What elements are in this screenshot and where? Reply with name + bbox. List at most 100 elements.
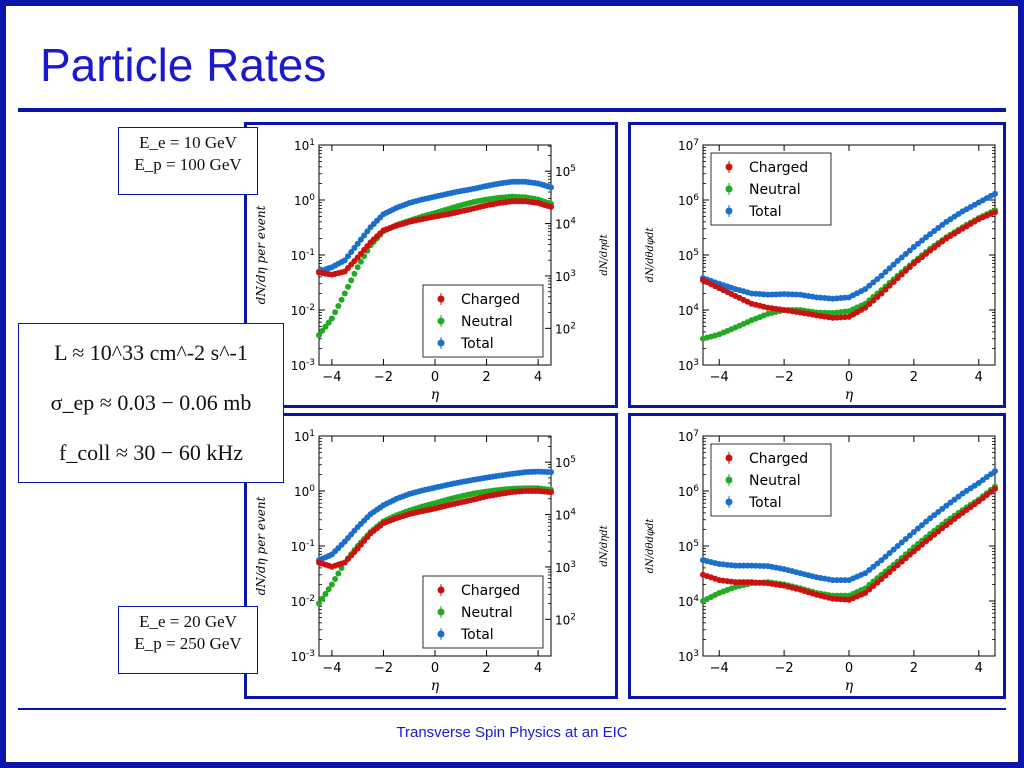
data-point	[874, 579, 881, 586]
x-tick-label: −4	[322, 370, 341, 385]
data-point	[992, 190, 998, 197]
data-point	[364, 228, 371, 235]
data-point	[886, 282, 893, 289]
data-point	[902, 267, 909, 274]
data-point	[975, 498, 982, 505]
data-point	[931, 512, 938, 519]
legend-marker	[437, 586, 445, 594]
legend-label: Total	[748, 204, 782, 220]
data-point	[882, 572, 889, 579]
data-point	[882, 553, 889, 560]
y-tick-label: 104	[678, 594, 699, 609]
x-tick-label: 4	[975, 370, 983, 385]
data-point	[361, 232, 368, 239]
y-right-axis-label: dN/dηdt	[599, 233, 610, 275]
data-point	[548, 184, 554, 191]
y-right-tick-label: 104	[555, 508, 576, 523]
data-point	[910, 243, 917, 250]
legend: Charged Neutral Total	[710, 443, 832, 517]
y-right-tick-label: 102	[555, 612, 576, 627]
y-tick-label: 106	[678, 193, 699, 208]
y-tick-label: 10-2	[291, 594, 315, 609]
legend-marker	[725, 476, 733, 484]
y-tick-label: 100	[294, 193, 315, 208]
chart-panel-bottom-right: −4 −2 0 2 4 η 103 104 105 106 107 dN/dθdφdt Charged N…	[628, 413, 1006, 699]
data-point	[866, 566, 873, 573]
legend-marker	[437, 608, 445, 616]
y-tick-label: 107	[678, 138, 699, 153]
slide-title: Particle Rates	[40, 39, 327, 91]
data-point	[898, 539, 905, 546]
x-tick-label: −2	[775, 661, 794, 676]
data-point	[866, 586, 873, 593]
y-tick-label: 103	[678, 358, 699, 373]
x-tick-label: 2	[910, 661, 918, 676]
footer-divider	[18, 708, 1006, 710]
x-tick-label: 4	[975, 661, 983, 676]
y-tick-label: 105	[678, 539, 699, 554]
data-point	[882, 286, 889, 293]
y-right-axis-label: dN/dηdt	[599, 524, 610, 566]
data-point	[906, 532, 913, 539]
data-point	[345, 283, 351, 290]
legend-label: Charged	[461, 583, 520, 599]
data-point	[874, 560, 881, 567]
y-tick-label: 107	[678, 429, 699, 444]
chart-svg-bottom-left: −4 −2 0 2 4 η 10-3 10-2 10-1 100 101 102 103 104 105 dN…	[254, 429, 610, 694]
y-tick-label: 106	[678, 484, 699, 499]
data-point	[898, 271, 905, 278]
data-point	[906, 264, 913, 271]
x-tick-label: 0	[845, 370, 853, 385]
data-point	[923, 518, 930, 525]
legend-label: Neutral	[461, 314, 513, 330]
data-point	[548, 203, 554, 210]
x-axis-label: η	[845, 678, 854, 694]
data-point	[979, 495, 986, 502]
data-point	[316, 332, 322, 339]
data-point	[345, 253, 351, 260]
y-axis-label: dN/dθdφdt	[645, 227, 656, 283]
chart-panel-top-right: −4 −2 0 2 4 η 103 104 105 106 107 dN/dθdφdt Charged N…	[628, 122, 1006, 408]
data-point	[914, 525, 921, 532]
legend-marker	[437, 339, 445, 347]
data-point	[894, 275, 901, 282]
data-point	[878, 272, 885, 279]
legend: Charged Neutral Total	[710, 152, 832, 226]
data-point	[332, 309, 339, 316]
y-tick-label: 10-2	[291, 303, 315, 318]
x-tick-label: 4	[534, 661, 542, 676]
luminosity-box: L ≈ 10^33 cm^-2 s^-1 σ_ep ≈ 0.03 − 0.06 …	[18, 323, 284, 483]
data-point	[898, 254, 905, 261]
data-point	[890, 278, 897, 285]
data-point	[878, 557, 885, 564]
data-point	[902, 250, 909, 257]
y-tick-label: 10-3	[291, 358, 315, 373]
chart-panel-top-left: −4 −2 0 2 4 η 10-3 10-2 10-1 100 101 102 103 104 105 dN…	[244, 122, 618, 408]
luminosity-value: L ≈ 10^33 cm^-2 s^-1	[54, 340, 248, 365]
x-tick-label: 2	[482, 370, 490, 385]
data-point	[862, 304, 869, 311]
x-axis-label: η	[431, 387, 440, 403]
data-point	[354, 264, 361, 271]
data-point	[987, 488, 994, 495]
electron-energy: E_e = 20 GeV	[139, 612, 237, 631]
beam-energy-box-1: E_e = 10 GeV E_p = 100 GeV	[118, 127, 258, 195]
x-tick-label: −4	[322, 661, 341, 676]
data-point	[866, 282, 873, 289]
data-point	[886, 265, 893, 272]
data-point	[548, 489, 554, 496]
data-point	[874, 294, 881, 301]
legend-marker	[725, 454, 733, 462]
data-point	[862, 589, 869, 596]
legend-label: Neutral	[749, 473, 801, 489]
data-point	[931, 531, 938, 538]
x-tick-label: 0	[431, 661, 439, 676]
legend-label: Total	[460, 336, 494, 352]
data-point	[862, 286, 869, 293]
legend-marker	[725, 498, 733, 506]
legend-label: Neutral	[461, 605, 513, 621]
data-point	[919, 254, 925, 261]
data-point	[325, 319, 332, 326]
y-tick-label: 101	[294, 138, 315, 153]
data-point	[927, 534, 934, 541]
